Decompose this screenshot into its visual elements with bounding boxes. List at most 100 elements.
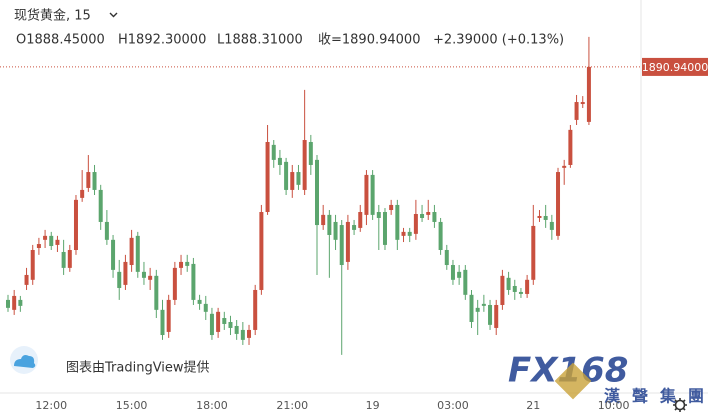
candle-body <box>129 237 134 266</box>
last-price-label: 1890.94000 <box>642 61 708 74</box>
candle-body <box>123 261 128 285</box>
candle-body <box>92 172 97 190</box>
candle-body <box>148 275 153 280</box>
candle-body <box>117 271 122 288</box>
candle-body <box>586 66 591 122</box>
candle-body <box>444 249 449 266</box>
candle-body <box>475 307 480 312</box>
candle-body <box>339 225 344 266</box>
candle-body <box>562 165 567 168</box>
watermark: 图表由TradingView提供 <box>66 360 210 376</box>
candle-body <box>296 172 301 185</box>
x-tick-label: 12:00 <box>35 399 67 412</box>
candle-body <box>531 225 536 280</box>
legend-open: O1888.45000 <box>16 33 105 48</box>
candle-body <box>450 265 455 280</box>
candle-body <box>315 159 319 226</box>
x-tick-label: 19 <box>366 399 380 412</box>
candle-body <box>43 235 48 240</box>
candle-body <box>364 174 369 215</box>
x-tick-label: 03:00 <box>437 399 469 412</box>
candle-body <box>389 204 394 211</box>
candle-body <box>438 221 443 250</box>
candle-body <box>216 311 221 332</box>
candle-body <box>80 189 85 198</box>
symbol-dropdown[interactable] <box>109 12 118 18</box>
candle-body <box>240 329 245 340</box>
candle-body <box>574 102 579 120</box>
candle-body <box>426 212 431 215</box>
candle-body <box>18 299 23 306</box>
legend-close: 收=1890.94000 <box>318 33 420 48</box>
candle-body <box>265 142 270 213</box>
candle-body <box>518 291 523 294</box>
candle-body <box>500 275 505 305</box>
candle-body <box>512 285 517 292</box>
candle-body <box>537 215 542 218</box>
candle-body <box>30 249 35 280</box>
candle-body <box>12 295 17 310</box>
x-tick-label: 10:00 <box>598 399 630 412</box>
tradingview-logo[interactable] <box>10 346 38 374</box>
candle-body <box>36 244 41 249</box>
candle-body <box>6 299 10 308</box>
legend-change: +2.39000 (+0.13%) <box>433 33 564 48</box>
candle-body <box>556 172 561 236</box>
candle-body <box>506 277 511 290</box>
candle-body <box>543 215 548 220</box>
candle-body <box>333 221 338 240</box>
candle-body <box>302 140 307 190</box>
candle-body <box>234 325 239 334</box>
candle-body <box>358 212 363 228</box>
candle-body <box>67 249 72 268</box>
candle-body <box>432 212 437 222</box>
candle-body <box>271 144 276 160</box>
candle-body <box>197 299 202 304</box>
candle-body <box>228 321 233 328</box>
candle-body <box>395 204 400 240</box>
x-tick-label: 21:00 <box>276 399 308 412</box>
candle-body <box>222 318 227 324</box>
candle-body <box>568 129 573 165</box>
candle-body <box>55 239 60 245</box>
candle-body <box>469 294 474 322</box>
x-tick-label: 21 <box>526 399 540 412</box>
candle-body <box>352 225 357 230</box>
candle-body <box>382 212 387 245</box>
candle-body <box>413 213 418 234</box>
candle-body <box>580 102 585 105</box>
candle-body <box>49 235 54 247</box>
candle-body <box>407 231 412 236</box>
candle-body <box>61 251 66 268</box>
candle-body <box>457 271 462 278</box>
candle-body <box>345 221 350 262</box>
legend-low: L1888.31000 <box>217 33 303 48</box>
settings-button[interactable] <box>673 398 687 412</box>
x-tick-label: 15:00 <box>116 399 148 412</box>
plot-area <box>0 36 641 355</box>
candle-body <box>160 309 165 336</box>
candle-body <box>308 142 313 165</box>
candle-body <box>284 161 289 190</box>
last-price-tag <box>642 57 708 76</box>
candle-body <box>321 214 326 226</box>
candle-body <box>463 269 468 295</box>
candle-body <box>481 303 486 306</box>
candle-body <box>185 261 190 266</box>
candle-body <box>494 304 499 328</box>
candle-body <box>370 174 375 215</box>
candle-body <box>111 239 116 270</box>
candle-body <box>549 221 554 230</box>
candle-body <box>203 303 208 312</box>
candle-body <box>259 212 264 290</box>
candle-body <box>179 261 184 268</box>
candle-body <box>401 231 406 236</box>
candle-body <box>104 221 109 240</box>
symbol-title[interactable]: 现货黄金, 15 <box>14 8 91 24</box>
candle-body <box>166 299 171 332</box>
candle-body <box>327 214 332 235</box>
candle-body <box>376 212 381 218</box>
candle-body <box>154 275 159 310</box>
